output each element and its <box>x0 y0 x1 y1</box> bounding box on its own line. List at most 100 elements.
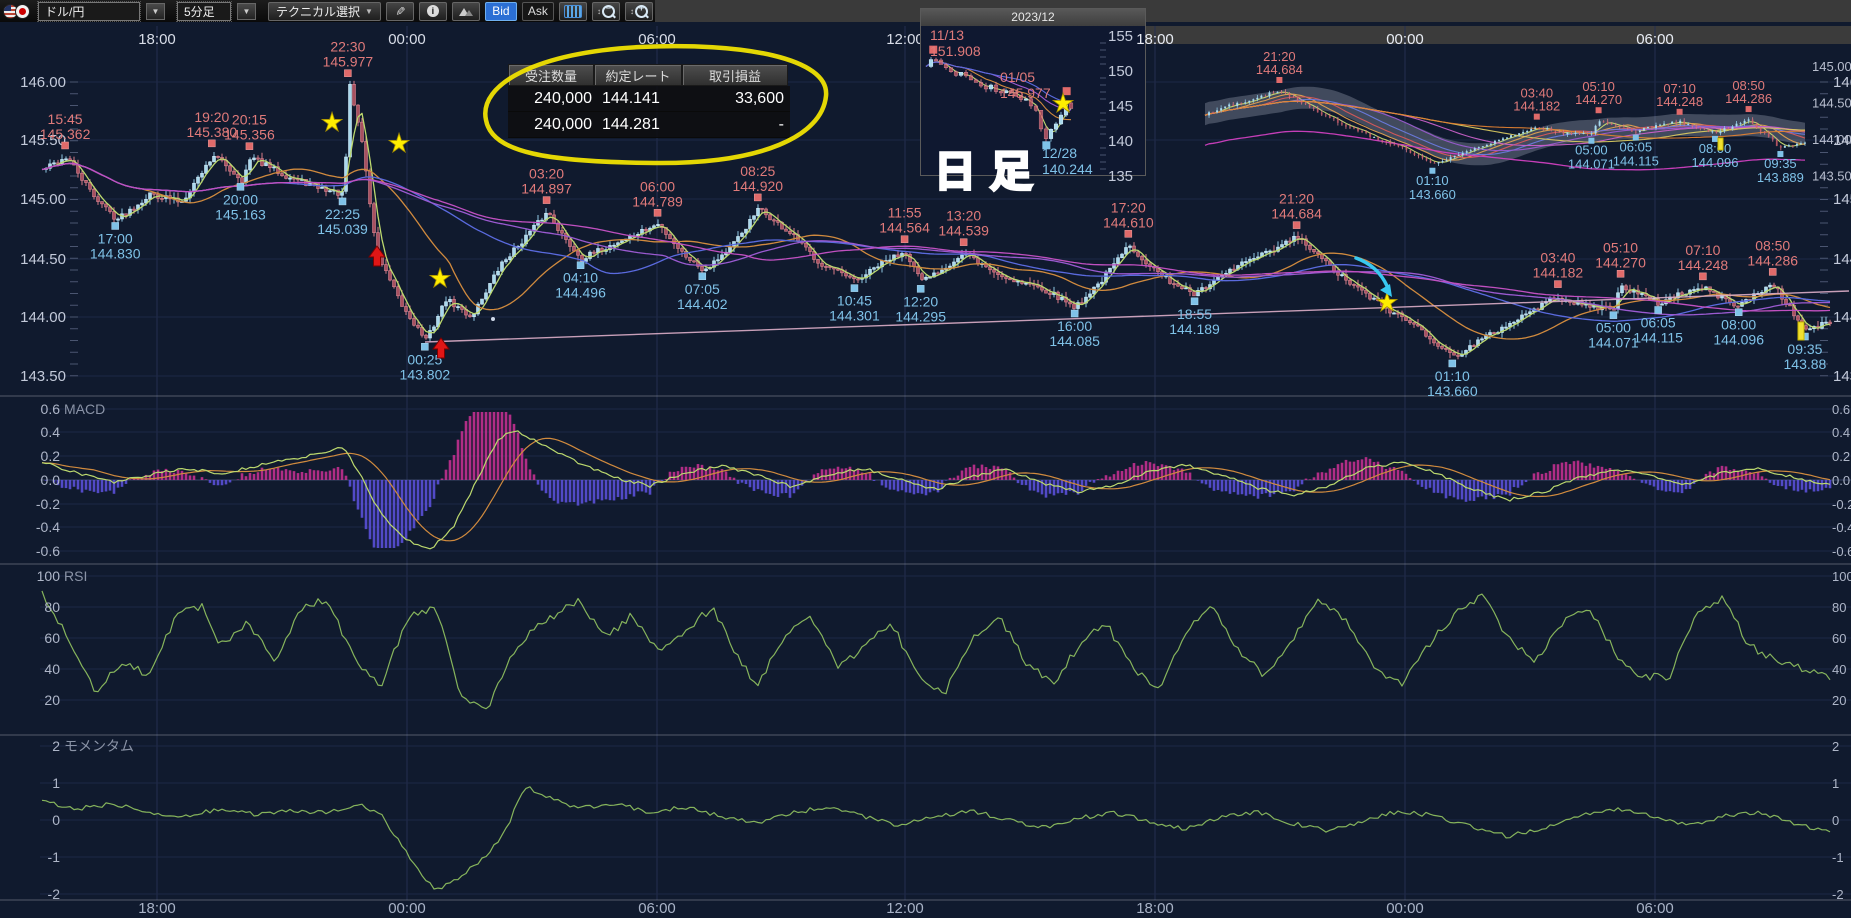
svg-text:06:00: 06:00 <box>640 178 675 194</box>
order-pnl-value: 33,600 <box>735 89 784 107</box>
svg-text:1: 1 <box>1832 776 1839 791</box>
currency-flags <box>3 3 33 19</box>
svg-text:20:15: 20:15 <box>232 112 267 128</box>
svg-text:-1: -1 <box>48 849 61 865</box>
svg-text:12:00: 12:00 <box>886 31 924 48</box>
svg-text:144.00: 144.00 <box>1833 309 1851 326</box>
zoom-out-icon <box>601 3 615 18</box>
svg-text:12:00: 12:00 <box>886 900 924 917</box>
svg-text:145.50: 145.50 <box>20 132 66 149</box>
order-rate-value: 144.141 <box>602 89 660 107</box>
pair-select[interactable]: ドル/円 <box>37 0 141 22</box>
svg-text:01:10: 01:10 <box>1435 368 1470 384</box>
svg-text:144.684: 144.684 <box>1271 206 1322 222</box>
svg-text:06:05: 06:05 <box>1641 314 1676 330</box>
svg-text:15:45: 15:45 <box>48 111 83 127</box>
momentum-panel <box>41 786 1831 890</box>
main-candlesticks <box>44 80 1832 360</box>
timeframe-label: 5分足 <box>184 4 215 19</box>
svg-text:08:50: 08:50 <box>1755 237 1790 253</box>
svg-text:21:20: 21:20 <box>1279 191 1314 207</box>
order-info-window[interactable]: 受注数量 約定レート 取引損益 240,000 144.141 33,600 2… <box>508 64 790 138</box>
mountain-chart-icon <box>458 7 474 16</box>
macd-panel <box>41 412 1832 550</box>
svg-text:143.50: 143.50 <box>20 368 66 385</box>
pair-chevron-down-icon[interactable]: ▼ <box>146 2 165 20</box>
info-icon: i <box>426 5 439 17</box>
svg-text:145.380: 145.380 <box>187 124 238 140</box>
daily-chart-window-title[interactable]: 2023/12 <box>921 9 1145 26</box>
overlay-window-titlebar[interactable] <box>1027 26 1851 44</box>
svg-text:18:55: 18:55 <box>1177 306 1212 322</box>
svg-text:-0.2: -0.2 <box>1832 497 1851 512</box>
svg-text:145.356: 145.356 <box>224 127 275 143</box>
technical-select-button[interactable]: テクニカル選択 ▼ <box>268 1 381 21</box>
svg-text:146.00: 146.00 <box>1833 74 1851 91</box>
daily-annotation-text: 日足 <box>932 147 1047 197</box>
svg-text:10:45: 10:45 <box>837 293 872 309</box>
svg-text:144.496: 144.496 <box>555 285 606 301</box>
svg-text:06:00: 06:00 <box>1636 900 1674 917</box>
updown-arrow-icon: ↕ <box>629 6 634 16</box>
order-rate-header: 約定レート <box>594 64 682 86</box>
svg-text:80: 80 <box>1832 600 1846 615</box>
svg-text:144.248: 144.248 <box>1678 257 1729 273</box>
svg-text:144.189: 144.189 <box>1169 321 1220 337</box>
timeframe-select[interactable]: 5分足 <box>176 0 232 22</box>
svg-text:18:00: 18:00 <box>138 31 176 48</box>
svg-text:00:00: 00:00 <box>1386 900 1424 917</box>
svg-text:0: 0 <box>52 812 60 828</box>
svg-text:145.00: 145.00 <box>1833 191 1851 208</box>
info-button[interactable]: i <box>418 1 447 21</box>
volume-style-button[interactable] <box>558 1 587 21</box>
svg-text:20: 20 <box>1832 693 1846 708</box>
draw-tool-button[interactable]: ✎ <box>385 1 414 21</box>
svg-text:144.286: 144.286 <box>1747 252 1798 268</box>
svg-text:0: 0 <box>1832 813 1839 828</box>
svg-text:RSI: RSI <box>64 568 87 584</box>
svg-text:22:25: 22:25 <box>325 206 360 222</box>
svg-text:144.897: 144.897 <box>521 181 572 197</box>
svg-text:05:00: 05:00 <box>1596 320 1631 336</box>
ask-toggle[interactable]: Ask <box>521 1 554 21</box>
svg-text:2: 2 <box>1832 739 1839 754</box>
svg-text:145.977: 145.977 <box>323 54 374 70</box>
order-qty-header: 受注数量 <box>508 64 594 86</box>
svg-text:00:00: 00:00 <box>388 900 426 917</box>
technical-select-label: テクニカル選択 <box>276 4 361 19</box>
svg-text:144.830: 144.830 <box>90 245 141 261</box>
japan-flag-icon <box>15 3 30 19</box>
svg-text:144.295: 144.295 <box>895 308 946 324</box>
svg-text:-0.6: -0.6 <box>1832 544 1851 559</box>
order-table-header: 受注数量 約定レート 取引損益 <box>508 64 790 86</box>
main-moving-averages <box>41 112 1850 356</box>
svg-text:145.163: 145.163 <box>215 206 266 222</box>
svg-text:2: 2 <box>52 738 60 754</box>
svg-text:144.096: 144.096 <box>1713 332 1764 348</box>
svg-text:144.301: 144.301 <box>829 308 880 324</box>
svg-text:145.039: 145.039 <box>317 221 368 237</box>
svg-text:MACD: MACD <box>64 401 105 417</box>
bid-toggle[interactable]: Bid <box>484 1 517 21</box>
chart-style-button[interactable] <box>451 1 480 21</box>
svg-text:04:10: 04:10 <box>563 270 598 286</box>
rsi-panel <box>41 590 1831 710</box>
svg-text:146.00: 146.00 <box>20 74 66 91</box>
svg-text:100: 100 <box>37 568 61 584</box>
toolbar: ドル/円 ▼ 5分足 ▼ テクニカル選択 ▼ ✎ i Bid Ask ↕ ↕ <box>0 0 653 22</box>
order-pnl-value: - <box>778 115 784 133</box>
zoom-out-button[interactable]: ↕ <box>591 1 620 21</box>
timeframe-chevron-down-icon[interactable]: ▼ <box>237 2 256 20</box>
svg-text:144.115: 144.115 <box>1633 329 1683 345</box>
updown-arrow-icon: ↕ <box>596 6 601 16</box>
pair-label: ドル/円 <box>45 4 85 19</box>
svg-text:144.920: 144.920 <box>732 178 783 194</box>
waveform-icon <box>563 4 582 18</box>
zoom-in-icon <box>634 3 648 18</box>
order-row: 240,000 144.141 33,600 <box>508 86 790 112</box>
svg-text:22:30: 22:30 <box>330 39 365 55</box>
svg-text:19:20: 19:20 <box>194 109 229 125</box>
zoom-in-button[interactable]: ↕ <box>624 1 653 21</box>
